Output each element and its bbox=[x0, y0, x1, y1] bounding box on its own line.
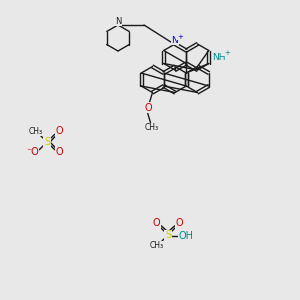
Text: OH: OH bbox=[178, 231, 194, 241]
Text: CH₃: CH₃ bbox=[144, 123, 158, 132]
Text: O: O bbox=[56, 126, 64, 136]
Text: ⁻O: ⁻O bbox=[26, 147, 39, 157]
Text: S: S bbox=[44, 137, 50, 147]
Text: N: N bbox=[115, 17, 121, 26]
Text: CH₃: CH₃ bbox=[28, 127, 42, 136]
Text: N: N bbox=[172, 36, 178, 45]
Text: O: O bbox=[152, 218, 160, 228]
Text: O: O bbox=[176, 218, 184, 228]
Text: S: S bbox=[165, 230, 171, 240]
Text: CH₃: CH₃ bbox=[149, 241, 164, 250]
Text: O: O bbox=[56, 147, 64, 157]
Text: +: + bbox=[178, 34, 183, 40]
Text: O: O bbox=[145, 103, 152, 112]
Text: +: + bbox=[224, 50, 230, 56]
Text: NH: NH bbox=[212, 52, 226, 62]
